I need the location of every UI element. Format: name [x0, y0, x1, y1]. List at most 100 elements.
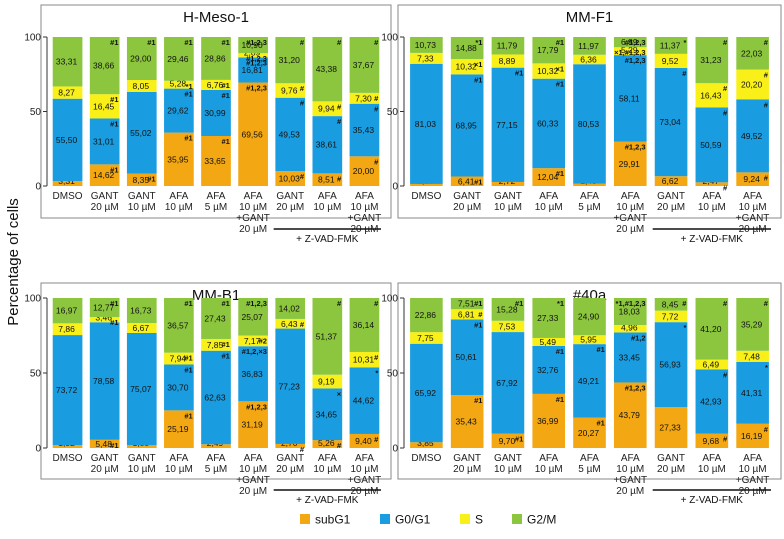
data-label: 81,03	[415, 119, 437, 129]
data-label: 60,33	[537, 118, 559, 128]
bar-segment-g2-m	[450, 37, 484, 60]
y-tick-label: 100	[381, 33, 398, 44]
significance-mark: #	[337, 38, 342, 47]
bar-segment-s	[450, 309, 484, 320]
x-tick-label: 10 µM	[239, 464, 267, 475]
y-tick-label: 50	[387, 369, 399, 380]
data-label: 6,81	[458, 309, 475, 319]
x-tick-label: GANT	[276, 191, 304, 202]
data-label: 9,76	[281, 85, 298, 95]
legend-swatch	[300, 514, 310, 524]
data-label: 6,67	[133, 323, 150, 333]
data-label: 6,62	[662, 176, 679, 186]
x-tick-label: 20 µM	[657, 464, 685, 475]
data-label: 7,85	[207, 340, 224, 350]
bar-segment-s	[491, 54, 525, 68]
bar-segment-g2-m	[52, 37, 83, 87]
significance-mark: #	[374, 353, 379, 362]
y-tick-label: 0	[35, 444, 41, 455]
significance-mark: #1,2,3	[246, 299, 267, 308]
data-label: 49,21	[578, 376, 600, 386]
significance-mark: #1	[110, 299, 118, 308]
data-label: 7,48	[743, 351, 760, 361]
significance-mark: #1	[222, 352, 230, 361]
bar-segment-g2-m	[89, 298, 120, 318]
data-label: 6,76	[207, 80, 224, 90]
bar-segment-subg1	[695, 182, 729, 186]
bar-segment-g0-g1	[410, 343, 443, 443]
y-tick-label: 100	[24, 33, 41, 44]
bar-segment-subg1	[164, 410, 194, 448]
data-label: 75,07	[130, 384, 152, 394]
x-tick-label: 10 µM	[535, 464, 563, 475]
bar-segment-s	[312, 374, 343, 389]
data-label: 73,04	[659, 117, 681, 127]
data-label: 67,92	[496, 378, 518, 388]
data-label: 65,92	[415, 388, 437, 398]
significance-mark: #1	[222, 81, 230, 90]
bar-segment-subg1	[238, 82, 268, 186]
data-label: 8,35	[133, 175, 150, 185]
data-label: 15,28	[496, 304, 518, 314]
data-label: 25,19	[167, 424, 189, 434]
legend-label: S	[475, 513, 483, 527]
significance-mark: *1,#1,2,3	[616, 299, 646, 308]
bar-segment-subg1	[126, 173, 157, 186]
treatment-label: + Z-VAD-FMK	[296, 234, 359, 245]
data-label: 38,66	[93, 61, 115, 71]
bar-segment-subg1	[532, 168, 566, 186]
significance-mark: #1,2,×3	[242, 347, 267, 356]
significance-mark: #1	[222, 91, 230, 100]
significance-mark: #1	[556, 347, 564, 356]
data-label: 36,99	[537, 416, 559, 426]
data-label: 5,48	[95, 439, 112, 449]
significance-mark: *	[683, 323, 686, 332]
significance-mark: #	[300, 445, 305, 454]
data-label: 6,43	[281, 319, 298, 329]
bar-segment-g0-g1	[491, 332, 525, 434]
bar-segment-s	[532, 63, 566, 79]
data-label: 29,00	[130, 54, 152, 64]
data-label: 20,00	[353, 166, 375, 176]
bar-segment-s	[695, 359, 729, 370]
data-label: 22,86	[415, 310, 437, 320]
bar-segment-g0-g1	[532, 345, 566, 394]
data-label: 38,61	[316, 140, 338, 150]
significance-mark: #	[300, 99, 305, 108]
data-label: 3,85	[417, 438, 434, 448]
bar-segment-g2-m	[89, 37, 120, 95]
x-tick-label: GANT	[128, 453, 156, 464]
bar-segment-g2-m	[126, 37, 157, 81]
data-label: 10,03	[279, 174, 301, 184]
data-label: 27,33	[659, 423, 681, 433]
legend-label: subG1	[315, 513, 351, 527]
data-label: 31,23	[700, 55, 722, 65]
data-label: 50,59	[700, 140, 722, 150]
bar-segment-s	[201, 79, 231, 90]
significance-mark: #1	[222, 38, 230, 47]
bar-segment-g2-m	[613, 298, 647, 325]
x-tick-label: AFA	[207, 191, 226, 202]
data-label: 7,17	[244, 336, 261, 346]
x-tick-label: 20 µM	[276, 202, 304, 213]
x-tick-label: 20 µM	[276, 464, 304, 475]
data-label: 35,43	[456, 417, 478, 427]
x-tick-label: 20 µM	[91, 464, 119, 475]
significance-mark: #	[723, 435, 728, 444]
x-tick-label: AFA	[244, 453, 263, 464]
significance-mark: #	[764, 100, 769, 109]
data-label: 10,90	[241, 40, 263, 50]
x-tick-label: AFA	[318, 191, 337, 202]
significance-mark: #1	[110, 441, 118, 450]
x-tick-label: 5 µM	[205, 202, 227, 213]
bar-segment-g0-g1	[573, 64, 606, 184]
x-tick-label: +GANT	[613, 213, 647, 224]
data-label: 5,28	[170, 79, 187, 89]
significance-mark: #	[337, 174, 342, 183]
significance-mark: #1	[556, 169, 564, 178]
bar-segment-subg1	[654, 176, 688, 186]
data-label: 62,63	[204, 392, 226, 402]
significance-mark: #1,2	[631, 333, 646, 342]
data-label: 18,03	[619, 306, 641, 316]
